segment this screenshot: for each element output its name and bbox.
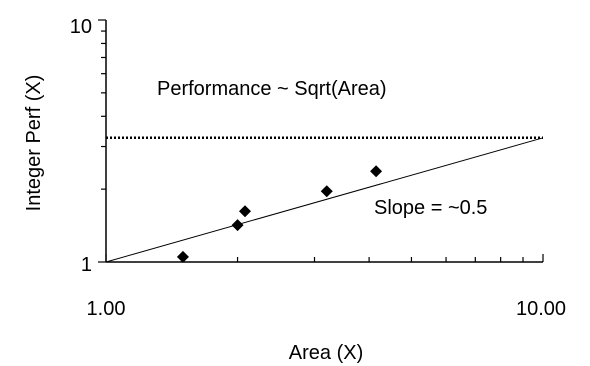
data-point-3 bbox=[238, 205, 251, 218]
data-point-1 bbox=[176, 250, 189, 263]
y-tick-label-10: 10 bbox=[70, 16, 92, 38]
data-point-4 bbox=[320, 185, 333, 198]
x-axis-title: Area (X) bbox=[289, 342, 363, 364]
y-axis-title: Integer Perf (X) bbox=[23, 75, 45, 212]
x-tick-label-10: 10.00 bbox=[516, 298, 566, 320]
x-tick-label-1: 1.00 bbox=[87, 298, 126, 320]
x-axis-ticks bbox=[105, 254, 544, 262]
trendline bbox=[105, 137, 544, 263]
data-points bbox=[176, 165, 383, 263]
annotation-sqrt-area: Performance ~ Sqrt(Area) bbox=[157, 78, 387, 100]
y-tick-label-1: 1 bbox=[81, 254, 92, 276]
plot-frame bbox=[105, 20, 543, 263]
y-axis-ticks bbox=[98, 19, 106, 263]
chart-lines bbox=[105, 136, 544, 263]
data-point-5 bbox=[370, 165, 383, 178]
annotation-slope: Slope = ~0.5 bbox=[374, 197, 487, 219]
data-point-2 bbox=[231, 219, 244, 232]
